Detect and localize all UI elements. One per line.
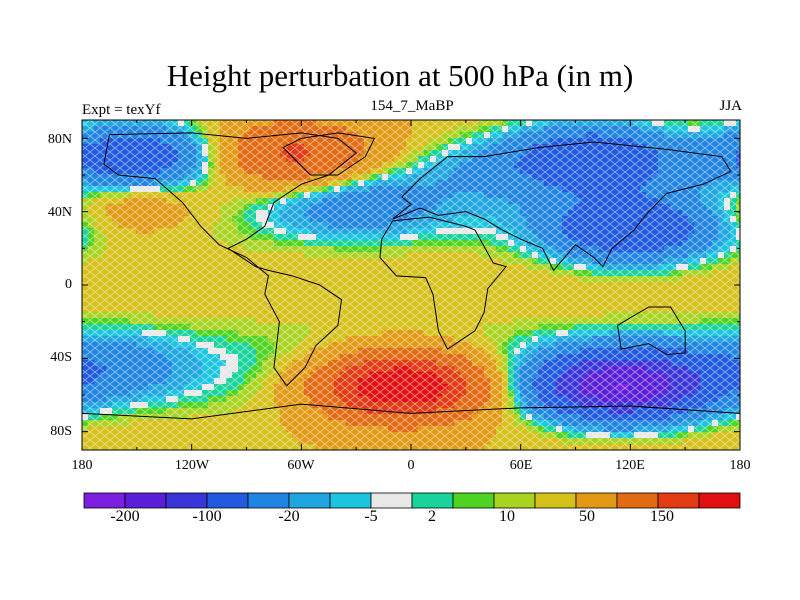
colorbar-swatch [247, 492, 290, 509]
colorbar-swatch [575, 492, 618, 509]
lon-label-120w: 120W [174, 458, 210, 473]
colorbar-label: -200 [110, 508, 140, 525]
coastline-segment [617, 306, 686, 356]
colorbar-label: -5 [364, 508, 378, 525]
case-label: 154_7_MaBP [370, 98, 454, 114]
experiment-label: Expt = texYf [82, 102, 161, 118]
colorbar-swatch [698, 492, 741, 509]
colorbar-swatch [411, 492, 454, 509]
colorbar [83, 492, 741, 509]
lon-label-120e: 120E [615, 458, 645, 473]
lon-label-60e: 60E [509, 458, 533, 473]
season-label: JJA [719, 98, 742, 114]
colorbar-swatch [206, 492, 249, 509]
colorbar-swatch [329, 492, 372, 509]
lat-label-80s: 80S [50, 424, 72, 439]
colorbar-label: -100 [192, 508, 222, 525]
colorbar-swatch [370, 492, 413, 509]
colorbar-swatch [165, 492, 208, 509]
colorbar-swatch [83, 492, 126, 509]
lon-label-180e: 180 [729, 458, 751, 473]
map-title: Height perturbation at 500 hPa (in m) [166, 58, 634, 93]
lat-label-40s: 40S [50, 350, 72, 365]
lat-label-40n: 40N [47, 205, 72, 220]
colorbar-swatch [657, 492, 700, 509]
colorbar-label: 10 [499, 508, 515, 525]
colorbar-swatch [616, 492, 659, 509]
coastline-segment [392, 141, 732, 272]
colorbar-swatch [124, 492, 167, 509]
axis-ticks [81, 120, 741, 450]
lat-label-0: 0 [65, 277, 72, 292]
coastline-segment [282, 132, 376, 176]
coastline-segment [103, 132, 357, 387]
colorbar-label: 50 [579, 508, 595, 525]
lon-label-0: 0 [407, 458, 415, 473]
lon-label-180w: 180 [71, 458, 93, 473]
colorbar-label: 2 [428, 508, 436, 525]
coastline-segment [82, 403, 740, 420]
colorbar-swatch [534, 492, 577, 509]
colorbar-swatch [493, 492, 536, 509]
coastline-segment [379, 216, 507, 350]
hatch-overlay [82, 120, 740, 450]
colorbar-label: -20 [278, 508, 300, 525]
lon-label-60w: 60W [287, 458, 315, 473]
colorbar-label: 150 [650, 508, 674, 525]
coastline [82, 132, 740, 420]
colorbar-swatch [288, 492, 331, 509]
lat-label-80n: 80N [47, 132, 72, 147]
colorbar-swatch [452, 492, 495, 509]
